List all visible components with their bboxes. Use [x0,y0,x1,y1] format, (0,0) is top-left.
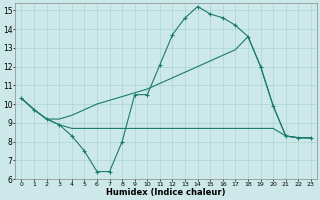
X-axis label: Humidex (Indice chaleur): Humidex (Indice chaleur) [107,188,226,197]
